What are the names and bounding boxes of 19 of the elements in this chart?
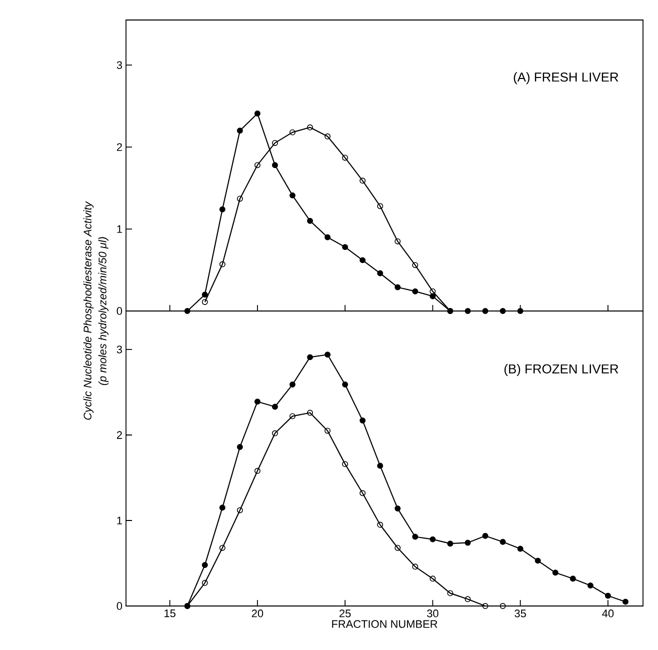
y-tick-label: 3 — [116, 61, 122, 69]
x-tick-label: 15 — [164, 610, 176, 618]
y-tick-label: 1 — [117, 225, 122, 233]
text: (B) FROZEN LIVER — [504, 364, 618, 376]
y-axis-title: Cyclic Nucleotide Phosphodiesterase Activity — [83, 201, 94, 420]
y-tick-label: 3 — [116, 346, 122, 354]
x-tick-label: 40 — [602, 610, 614, 618]
y-tick-label: 2 — [116, 431, 122, 439]
x-tick-label: 25 — [340, 610, 351, 618]
y-tick-label: 1 — [117, 516, 122, 524]
x-tick-label: 30 — [427, 610, 438, 618]
y-tick-label: 0 — [116, 307, 122, 315]
y-axis-title: (p moles hydrolyzed/min/50 μl) — [98, 237, 109, 386]
y-tick-label: 2 — [116, 143, 122, 151]
x-tick-label: 35 — [514, 610, 526, 618]
x-axis-title: FRACTION NUMBER — [332, 620, 438, 628]
y-tick-label: 0 — [116, 602, 122, 610]
x-tick-label: 20 — [252, 610, 264, 618]
text: (A) FRESH LIVER — [514, 72, 618, 84]
